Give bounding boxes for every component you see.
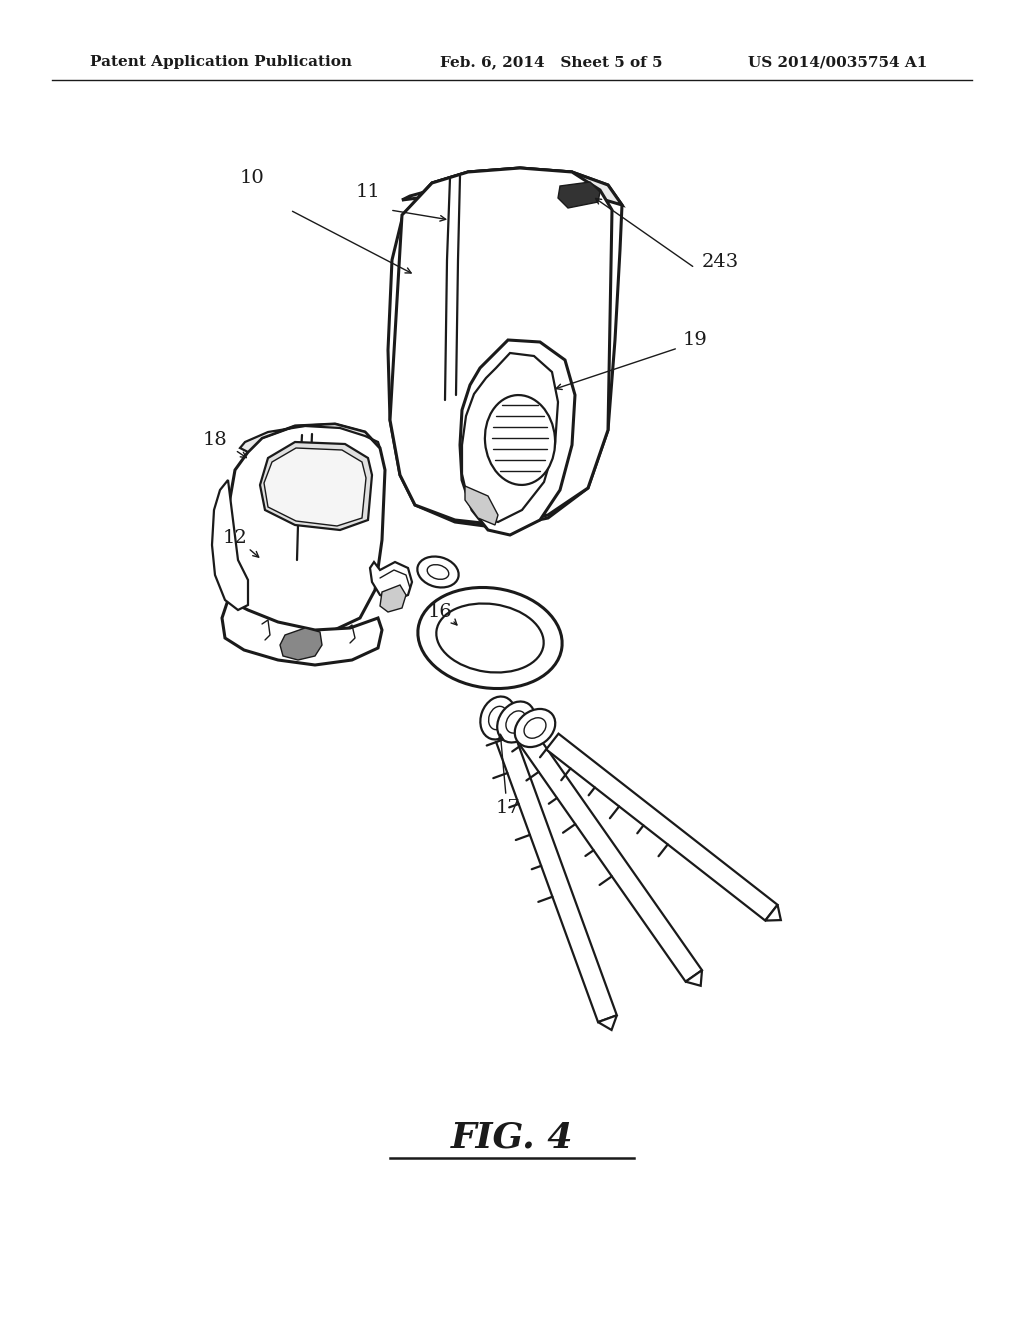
Ellipse shape bbox=[515, 709, 555, 747]
Polygon shape bbox=[462, 352, 558, 521]
Ellipse shape bbox=[427, 565, 449, 579]
Text: US 2014/0035754 A1: US 2014/0035754 A1 bbox=[748, 55, 928, 69]
Polygon shape bbox=[260, 442, 372, 531]
Text: Feb. 6, 2014   Sheet 5 of 5: Feb. 6, 2014 Sheet 5 of 5 bbox=[440, 55, 663, 69]
Polygon shape bbox=[370, 562, 412, 601]
Ellipse shape bbox=[485, 395, 555, 484]
Text: 243: 243 bbox=[701, 253, 738, 271]
Text: 19: 19 bbox=[683, 331, 708, 348]
Text: 12: 12 bbox=[222, 529, 248, 546]
Polygon shape bbox=[496, 735, 616, 1022]
Text: FIG. 4: FIG. 4 bbox=[451, 1121, 573, 1155]
Polygon shape bbox=[222, 601, 382, 665]
Ellipse shape bbox=[498, 701, 535, 742]
Polygon shape bbox=[465, 486, 498, 525]
Ellipse shape bbox=[488, 706, 508, 730]
Ellipse shape bbox=[480, 697, 516, 739]
Text: 16: 16 bbox=[428, 603, 453, 620]
Polygon shape bbox=[212, 480, 248, 610]
Polygon shape bbox=[388, 168, 622, 528]
Ellipse shape bbox=[418, 587, 562, 689]
Polygon shape bbox=[558, 182, 600, 209]
Text: 17: 17 bbox=[496, 799, 520, 817]
Polygon shape bbox=[240, 424, 380, 451]
Ellipse shape bbox=[436, 603, 544, 672]
Polygon shape bbox=[402, 168, 622, 205]
Polygon shape bbox=[598, 1015, 616, 1030]
Polygon shape bbox=[546, 734, 777, 920]
Text: 18: 18 bbox=[203, 432, 227, 449]
Polygon shape bbox=[686, 970, 702, 986]
Polygon shape bbox=[765, 904, 781, 920]
Polygon shape bbox=[264, 447, 366, 525]
Polygon shape bbox=[460, 341, 575, 535]
Text: 10: 10 bbox=[240, 169, 264, 187]
Ellipse shape bbox=[524, 718, 546, 738]
Text: Patent Application Publication: Patent Application Publication bbox=[90, 55, 352, 69]
Polygon shape bbox=[380, 585, 406, 612]
Ellipse shape bbox=[506, 711, 526, 733]
Ellipse shape bbox=[418, 557, 459, 587]
Text: 11: 11 bbox=[355, 183, 380, 201]
Polygon shape bbox=[390, 168, 612, 525]
Polygon shape bbox=[520, 734, 702, 982]
Polygon shape bbox=[280, 628, 322, 660]
Polygon shape bbox=[228, 424, 385, 636]
